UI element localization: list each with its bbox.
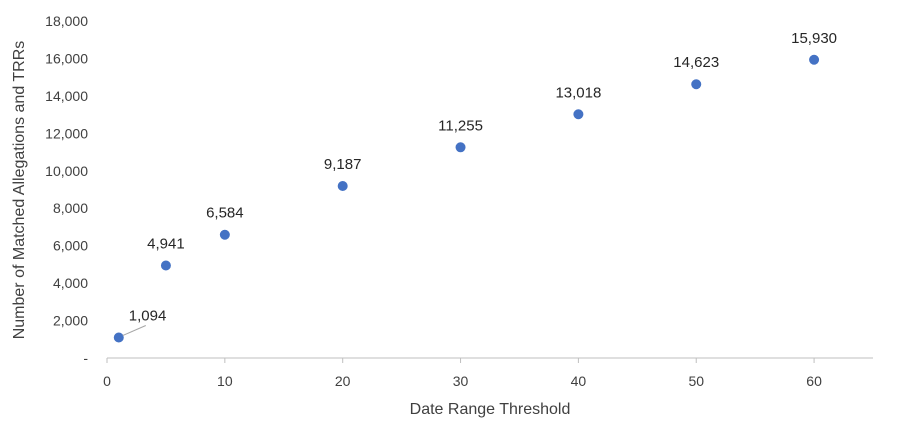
x-tick-label: 30: [453, 373, 469, 389]
data-points: [113, 54, 820, 343]
data-point: [455, 142, 466, 153]
y-tick-label: 12,000: [45, 125, 88, 141]
data-label: 13,018: [555, 84, 601, 101]
data-label: 11,255: [438, 117, 483, 134]
x-tick-label: 20: [335, 373, 351, 389]
y-tick-label: 16,000: [45, 50, 88, 66]
data-point: [809, 54, 820, 65]
x-axis-title: Date Range Threshold: [410, 401, 571, 418]
data-label: 6,584: [206, 205, 244, 222]
y-tick-label: 6,000: [53, 238, 88, 254]
x-tick-label: 40: [571, 373, 587, 389]
data-label: 1,094: [129, 308, 167, 325]
y-tick-label: 18,000: [45, 13, 88, 29]
y-tick-label: 10,000: [45, 163, 88, 179]
y-axis-title: Number of Matched Allegations and TRRs: [11, 41, 28, 340]
data-label: 15,930: [791, 30, 837, 47]
data-point: [160, 260, 171, 271]
y-axis-ticks: - 2,000 4,000 6,000 8,000 10,000 12,000 14,000 1…: [45, 13, 88, 366]
data-point: [337, 180, 348, 191]
x-tick-label: 0: [103, 373, 111, 389]
data-point: [691, 79, 702, 90]
data-label: 9,187: [324, 156, 362, 173]
data-point: [219, 229, 230, 240]
data-label: 4,941: [147, 235, 185, 252]
y-tick-label: -: [83, 350, 88, 366]
data-labels: 1,094 4,941 6,584 9,187 11,255 13,018 14,623 15…: [122, 30, 837, 336]
y-tick-label: 8,000: [53, 200, 88, 216]
x-tick-label: 50: [688, 373, 704, 389]
y-tick-label: 14,000: [45, 88, 88, 104]
data-label-leader-line: [122, 325, 146, 336]
data-point: [113, 332, 124, 343]
data-label: 14,623: [673, 54, 719, 71]
x-axis-ticks: 0 10 20 30 40 50 60: [103, 358, 822, 389]
y-tick-label: 2,000: [53, 313, 88, 329]
data-point: [573, 109, 584, 120]
y-tick-label: 4,000: [53, 275, 88, 291]
x-tick-label: 10: [217, 373, 233, 389]
x-tick-label: 60: [806, 373, 822, 389]
